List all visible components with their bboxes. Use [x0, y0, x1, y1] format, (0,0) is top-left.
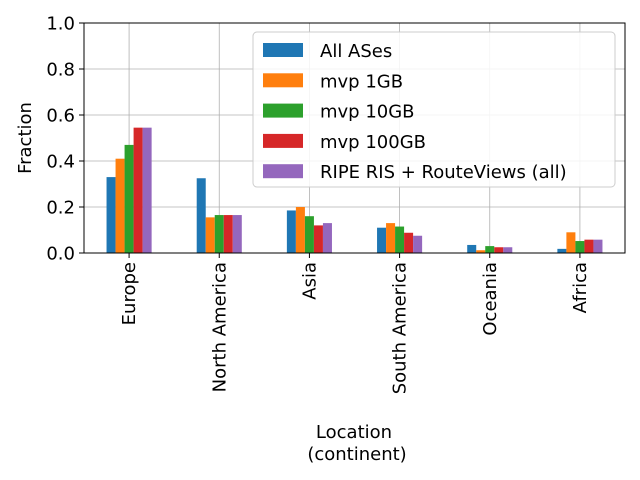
- legend-swatch: [263, 43, 303, 57]
- x-tick-label: Oceania: [480, 262, 501, 336]
- legend-label: mvp 1GB: [320, 71, 403, 92]
- bar: [304, 216, 314, 253]
- bar: [467, 244, 477, 253]
- y-tick-label: 0.8: [46, 60, 75, 81]
- bar: [503, 247, 513, 253]
- y-tick-label: 0.6: [46, 106, 75, 127]
- bar: [413, 235, 423, 253]
- x-tick-label: Asia: [299, 262, 320, 300]
- bar: [115, 158, 125, 253]
- bar: [286, 210, 296, 253]
- bar: [404, 232, 414, 253]
- bar: [196, 178, 206, 253]
- bar: [313, 225, 323, 253]
- bar: [593, 239, 603, 253]
- legend-box: [252, 31, 616, 188]
- bar: [485, 246, 495, 253]
- legend-swatch: [263, 164, 303, 179]
- legend-label: RIPE RIS + RouteViews (all): [320, 162, 567, 183]
- bar: [106, 177, 116, 253]
- x-tick-label: Europe: [119, 262, 140, 325]
- bar: [232, 215, 242, 253]
- legend-swatch: [263, 73, 303, 88]
- bar: [386, 223, 396, 253]
- legend-label: mvp 10GB: [320, 102, 415, 123]
- x-axis-label-unit: (continent): [307, 444, 406, 465]
- legend-label: All ASes: [320, 41, 392, 62]
- bar: [205, 217, 215, 253]
- x-axis-label: Location: [316, 422, 392, 443]
- bar: [223, 215, 233, 253]
- legend-swatch: [263, 103, 303, 118]
- bars: [106, 127, 603, 253]
- bar: [584, 239, 594, 253]
- bar: [476, 250, 486, 253]
- bar: [295, 207, 305, 253]
- bar: [142, 127, 152, 253]
- y-tick-label: 0.4: [46, 152, 75, 173]
- bar: [395, 226, 405, 253]
- y-tick-label: 0.0: [46, 244, 75, 265]
- y-tick-label: 0.2: [46, 198, 75, 219]
- bar: [322, 223, 332, 253]
- bar: [566, 232, 576, 253]
- plot-frame: [83, 22, 626, 254]
- y-tick-label: 1.0: [46, 14, 75, 35]
- x-axis-ticks: Europe North America Asia South America Ocea…: [119, 253, 591, 394]
- legend: All ASes mvp 1GB mvp 10GB mvp 100GB RIPE RIS…: [252, 31, 616, 188]
- y-axis-label: Fraction: [15, 102, 36, 174]
- y-axis-ticks: 0.0 0.2 0.4 0.6 0.8 1.0: [46, 14, 84, 265]
- bar: [214, 215, 224, 253]
- bar: [124, 144, 134, 253]
- bar: [494, 247, 504, 253]
- x-tick-label: North America: [209, 262, 230, 392]
- x-tick-label: South America: [390, 262, 411, 394]
- legend-label: mvp 100GB: [320, 132, 426, 153]
- legend-swatch: [263, 133, 303, 148]
- bar: [557, 248, 567, 253]
- bar: [575, 241, 585, 253]
- x-tick-label: Africa: [570, 262, 591, 313]
- bar: [377, 227, 387, 253]
- bar: [133, 127, 143, 253]
